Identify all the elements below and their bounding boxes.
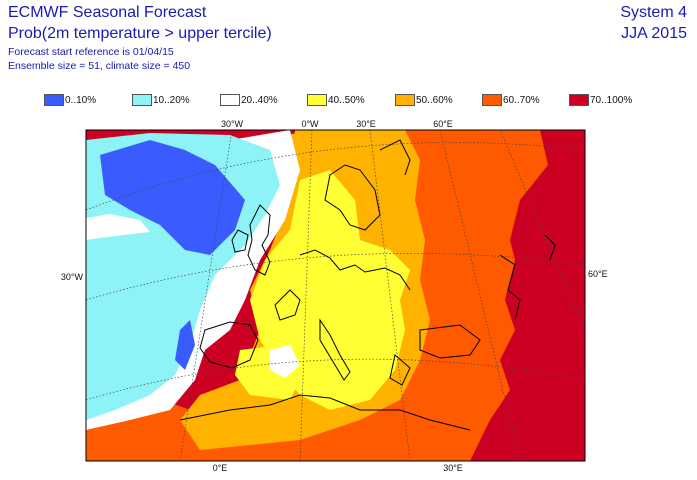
legend-item: 50..60% <box>395 93 453 107</box>
field-0-10-small <box>175 320 195 370</box>
legend-swatch <box>44 94 64 106</box>
legend-label: 20..40% <box>241 94 278 106</box>
legend-label: 70..100% <box>590 94 633 106</box>
field-20-40-spot <box>270 345 300 378</box>
legend: 0..10% 10..20% 20..40% 40..50% 50..60% 6… <box>0 93 697 107</box>
axis-label-top: 30°W <box>221 119 244 129</box>
legend-label: 10..20% <box>153 94 190 106</box>
graticule <box>86 130 585 461</box>
axis-label-bottom: 0°E <box>213 463 228 473</box>
ensemble-size: Ensemble size = 51, climate size = 450 <box>8 60 191 72</box>
legend-item: 60..70% <box>482 93 540 107</box>
map-frame <box>85 129 586 462</box>
axis-label-bottom: 30°E <box>443 463 463 473</box>
axis-label-right: 60°E <box>588 269 608 279</box>
axis-label-top: 30°E <box>356 119 376 129</box>
legend-swatch <box>307 94 327 106</box>
probability-field <box>86 130 585 461</box>
map-title: ECMWF Seasonal Forecast <box>8 4 207 21</box>
field-20-40-atlantic <box>86 214 150 240</box>
legend-swatch <box>395 94 415 106</box>
legend-swatch <box>220 94 240 106</box>
field-0-10 <box>100 140 245 255</box>
legend-label: 50..60% <box>416 94 453 106</box>
axis-label-top: 60°E <box>433 119 453 129</box>
legend-item: 10..20% <box>132 93 190 107</box>
legend-item: 20..40% <box>220 93 278 107</box>
legend-label: 40..50% <box>328 94 365 106</box>
legend-label: 60..70% <box>503 94 540 106</box>
legend-item: 70..100% <box>569 93 632 107</box>
axis-label-top: 0°W <box>301 119 319 129</box>
coastlines <box>179 139 556 431</box>
forecast-start-reference: Forecast start reference is 01/04/15 <box>8 46 174 58</box>
legend-label: 0..10% <box>65 94 97 106</box>
system-label: System 4 <box>620 4 687 21</box>
legend-swatch <box>482 94 502 106</box>
map-subtitle: Prob(2m temperature > upper tercile) <box>8 25 272 42</box>
legend-swatch <box>569 94 589 106</box>
season-label: JJA 2015 <box>621 25 687 42</box>
legend-item: 40..50% <box>307 93 365 107</box>
legend-swatch <box>132 94 152 106</box>
legend-item: 0..10% <box>44 93 96 107</box>
field-60-70 <box>86 130 548 461</box>
axis-label-left: 30°W <box>61 272 84 282</box>
